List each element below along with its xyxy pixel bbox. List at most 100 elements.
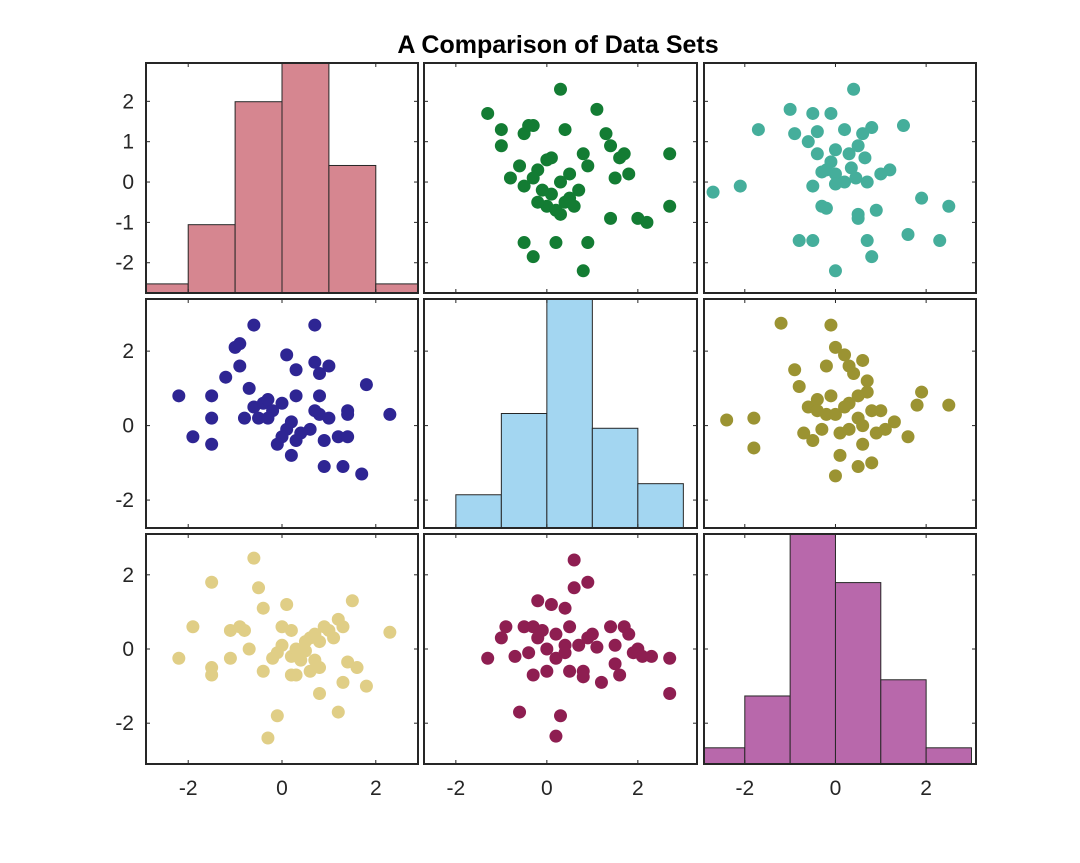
scatter-point (517, 179, 531, 193)
scatter-point (567, 581, 581, 595)
histogram-bar (834, 582, 882, 765)
scatter-point (774, 316, 788, 330)
scatter-point (172, 389, 186, 403)
scatter-point (549, 729, 563, 743)
scatter-point (663, 147, 677, 161)
panel-r1-c3 (703, 62, 977, 294)
scatter-point (806, 234, 820, 248)
scatter-point (331, 430, 345, 444)
scatter-point (526, 250, 540, 264)
scatter-point (608, 638, 622, 652)
scatter-point (275, 396, 289, 410)
histogram-bar (925, 747, 972, 765)
scatter-point (828, 340, 842, 354)
histogram-bar (455, 494, 502, 529)
scatter-point (860, 175, 874, 189)
scatter-point (563, 620, 577, 634)
scatter-point (205, 389, 219, 403)
scatter-point (219, 370, 233, 384)
scatter-point (860, 374, 874, 388)
scatter-point (327, 631, 341, 645)
scatter-point (261, 731, 275, 745)
scatter-point (801, 135, 815, 149)
scatter-point (499, 620, 513, 634)
scatter-point (828, 143, 842, 157)
scatter-point (313, 366, 327, 380)
scatter-point (842, 359, 856, 373)
panel-r3-c1 (145, 533, 419, 765)
y-tick-label: 2 (122, 564, 134, 587)
chart-title: A Comparison of Data Sets (397, 31, 718, 59)
scatter-point (317, 460, 331, 474)
x-tick-label: -2 (735, 777, 754, 800)
scatter-point (205, 575, 219, 589)
scatter-point (828, 177, 842, 191)
scatter-point (797, 426, 811, 440)
scatter-point (280, 348, 294, 362)
scatter-point (563, 664, 577, 678)
scatter-point (242, 642, 256, 656)
scatter-point (581, 575, 595, 589)
scatter-point (223, 651, 237, 665)
scatter-point (481, 651, 495, 665)
scatter-point (544, 597, 558, 611)
scatter-point (350, 661, 364, 675)
scatter-point (275, 638, 289, 652)
scatter-point (576, 264, 590, 278)
scatter-point (838, 123, 852, 137)
panel-frame (145, 62, 419, 294)
scatter-point (298, 635, 312, 649)
panel-grid (145, 62, 977, 765)
scatter-point (554, 207, 567, 221)
scatter-point (901, 227, 915, 241)
scatter-point (819, 359, 833, 373)
scatter-point (526, 171, 540, 185)
scatter-point (558, 123, 572, 137)
histogram-bar (637, 483, 684, 529)
scatter-point (572, 183, 586, 197)
scatter-point (558, 601, 572, 615)
panel-r3-c2 (423, 533, 698, 765)
scatter-point (261, 393, 275, 407)
scatter-point (345, 594, 359, 608)
scatter-point (720, 413, 734, 427)
scatter-point (838, 348, 852, 362)
y-tick-label: -1 (115, 211, 134, 234)
scatter-point (289, 642, 303, 656)
scatter-point (622, 627, 636, 641)
panel-r1-c2 (423, 62, 698, 294)
scatter-point (810, 404, 824, 418)
scatter-point (860, 234, 874, 248)
scatter-point (851, 460, 865, 474)
y-tick-label: 0 (122, 171, 134, 194)
scatter-point (933, 234, 947, 248)
panel-r2-c1 (145, 298, 419, 529)
panel-frame (423, 62, 698, 294)
scatter-point (205, 437, 219, 451)
scatter-point (531, 195, 545, 209)
scatter-point (828, 407, 842, 421)
scatter-point (481, 106, 495, 120)
scatter-point (494, 139, 508, 153)
scatter-point (842, 422, 856, 436)
histogram-bar (187, 224, 236, 294)
scatter-point (608, 657, 622, 671)
scatter-point (828, 264, 842, 278)
scatter-point (663, 687, 677, 701)
scatter-point (874, 167, 888, 181)
scatter-point (910, 398, 924, 412)
scatter-point (205, 411, 219, 425)
histogram-bar (500, 413, 548, 529)
scatter-point (247, 318, 261, 332)
scatter-point (247, 551, 261, 565)
scatter-point (849, 171, 863, 185)
scatter-point (581, 631, 595, 645)
scatter-point (824, 389, 838, 403)
scatter-point (531, 631, 545, 645)
scatter-point (359, 679, 373, 693)
y-tick-label: 2 (122, 90, 134, 113)
scatter-point (341, 655, 355, 669)
y-tick-label: 2 (122, 340, 134, 363)
scatter-point (865, 456, 879, 470)
panel-frame (423, 298, 698, 529)
